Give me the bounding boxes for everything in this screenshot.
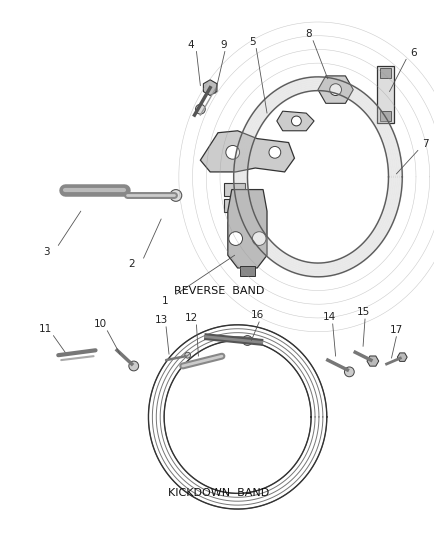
Text: 10: 10 [94, 319, 107, 329]
Text: 6: 6 [411, 49, 417, 58]
Circle shape [292, 116, 301, 126]
Polygon shape [200, 131, 294, 172]
Text: 12: 12 [185, 313, 198, 323]
Circle shape [226, 146, 240, 159]
Polygon shape [224, 183, 245, 197]
Polygon shape [228, 190, 267, 268]
Text: 17: 17 [390, 325, 403, 335]
Text: 13: 13 [155, 315, 168, 325]
Text: 15: 15 [357, 307, 370, 317]
Text: REVERSE  BAND: REVERSE BAND [174, 287, 264, 296]
Text: 5: 5 [249, 37, 256, 46]
Polygon shape [203, 80, 217, 95]
Polygon shape [277, 111, 314, 131]
Circle shape [229, 232, 243, 245]
Text: 7: 7 [423, 139, 429, 149]
Text: 3: 3 [43, 247, 50, 257]
Polygon shape [224, 199, 245, 212]
Circle shape [195, 104, 205, 114]
Polygon shape [318, 76, 353, 103]
Polygon shape [397, 353, 407, 361]
Circle shape [243, 336, 252, 345]
Circle shape [170, 190, 182, 201]
Polygon shape [367, 356, 379, 366]
Text: KICKDOWN  BAND: KICKDOWN BAND [168, 488, 270, 498]
Circle shape [252, 232, 266, 245]
Text: 16: 16 [251, 310, 264, 320]
Text: 14: 14 [323, 312, 336, 322]
Circle shape [330, 84, 342, 95]
Circle shape [344, 367, 354, 377]
Polygon shape [377, 66, 395, 123]
Circle shape [129, 361, 139, 371]
Polygon shape [380, 68, 392, 78]
Text: 8: 8 [305, 29, 311, 39]
Text: 11: 11 [39, 324, 52, 334]
Circle shape [269, 147, 281, 158]
Text: 2: 2 [128, 259, 135, 269]
Circle shape [185, 352, 191, 358]
Polygon shape [380, 111, 392, 121]
Text: 1: 1 [162, 296, 169, 306]
Polygon shape [240, 266, 255, 276]
Text: 4: 4 [187, 39, 194, 50]
Text: 9: 9 [221, 39, 227, 50]
